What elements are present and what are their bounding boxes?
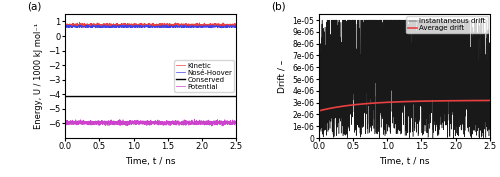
Potential [234,122,239,124]
Kinetic [234,24,239,26]
Potential [209,125,215,127]
Conserved [202,95,207,98]
Instantaneous drift [316,39,322,41]
Legend: Instantaneous drift, Average drift: Instantaneous drift, Average drift [406,16,488,33]
Line: Instantaneous drift: Instantaneous drift [318,20,490,138]
Text: (a): (a) [28,2,42,12]
Instantaneous drift [412,19,418,21]
Nosé-Hoover [218,27,224,29]
X-axis label: Time, t / ns: Time, t / ns [379,157,430,166]
Y-axis label: Drift / –: Drift / – [278,59,287,93]
Potential [62,122,68,124]
Average drift [319,109,325,111]
Line: Average drift: Average drift [318,101,490,111]
Average drift [411,100,417,102]
Nosé-Hoover [62,25,68,27]
Instantaneous drift [469,137,475,139]
Potential [158,123,164,125]
Conserved [234,95,239,98]
Average drift [455,100,461,102]
Average drift [382,101,388,104]
Conserved [208,95,214,98]
Text: (b): (b) [270,2,285,12]
Kinetic [202,24,207,27]
Potential [128,122,134,124]
Line: Potential: Potential [65,119,236,126]
Y-axis label: Energy, U / 1000 kJ mol⁻¹: Energy, U / 1000 kJ mol⁻¹ [34,23,43,129]
Kinetic [158,25,164,27]
Nosé-Hoover [234,26,239,28]
Line: Nosé-Hoover: Nosé-Hoover [65,25,236,28]
Nosé-Hoover [158,25,164,27]
Conserved [66,95,71,98]
Kinetic [215,23,221,25]
Instantaneous drift [450,137,456,139]
Nosé-Hoover [128,25,134,28]
Nosé-Hoover [208,26,214,28]
Average drift [316,110,322,112]
Instantaneous drift [382,71,388,73]
Nosé-Hoover [66,26,71,28]
Potential [215,121,221,123]
Potential [66,121,71,124]
Average drift [462,99,468,102]
Potential [192,118,198,120]
Kinetic [128,25,134,27]
Legend: Kinetic, Nosé-Hoover, Conserved, Potential: Kinetic, Nosé-Hoover, Conserved, Potenti… [174,61,234,92]
Conserved [62,95,68,98]
Average drift [468,99,474,102]
Nosé-Hoover [202,25,207,27]
Kinetic [80,26,86,28]
Instantaneous drift [456,22,462,24]
Instantaneous drift [487,74,493,76]
Instantaneous drift [462,88,468,90]
Kinetic [76,21,82,23]
Instantaneous drift [316,19,322,21]
Conserved [215,95,221,98]
X-axis label: Time, t / ns: Time, t / ns [126,157,176,166]
Average drift [487,99,493,102]
Kinetic [66,24,71,26]
Line: Kinetic: Kinetic [65,22,236,27]
Nosé-Hoover [215,26,221,28]
Potential [202,123,207,125]
Nosé-Hoover [89,24,95,26]
Kinetic [62,24,68,26]
Conserved [158,95,164,98]
Instantaneous drift [319,126,325,128]
Potential [208,122,214,124]
Kinetic [208,25,214,27]
Conserved [128,95,134,98]
